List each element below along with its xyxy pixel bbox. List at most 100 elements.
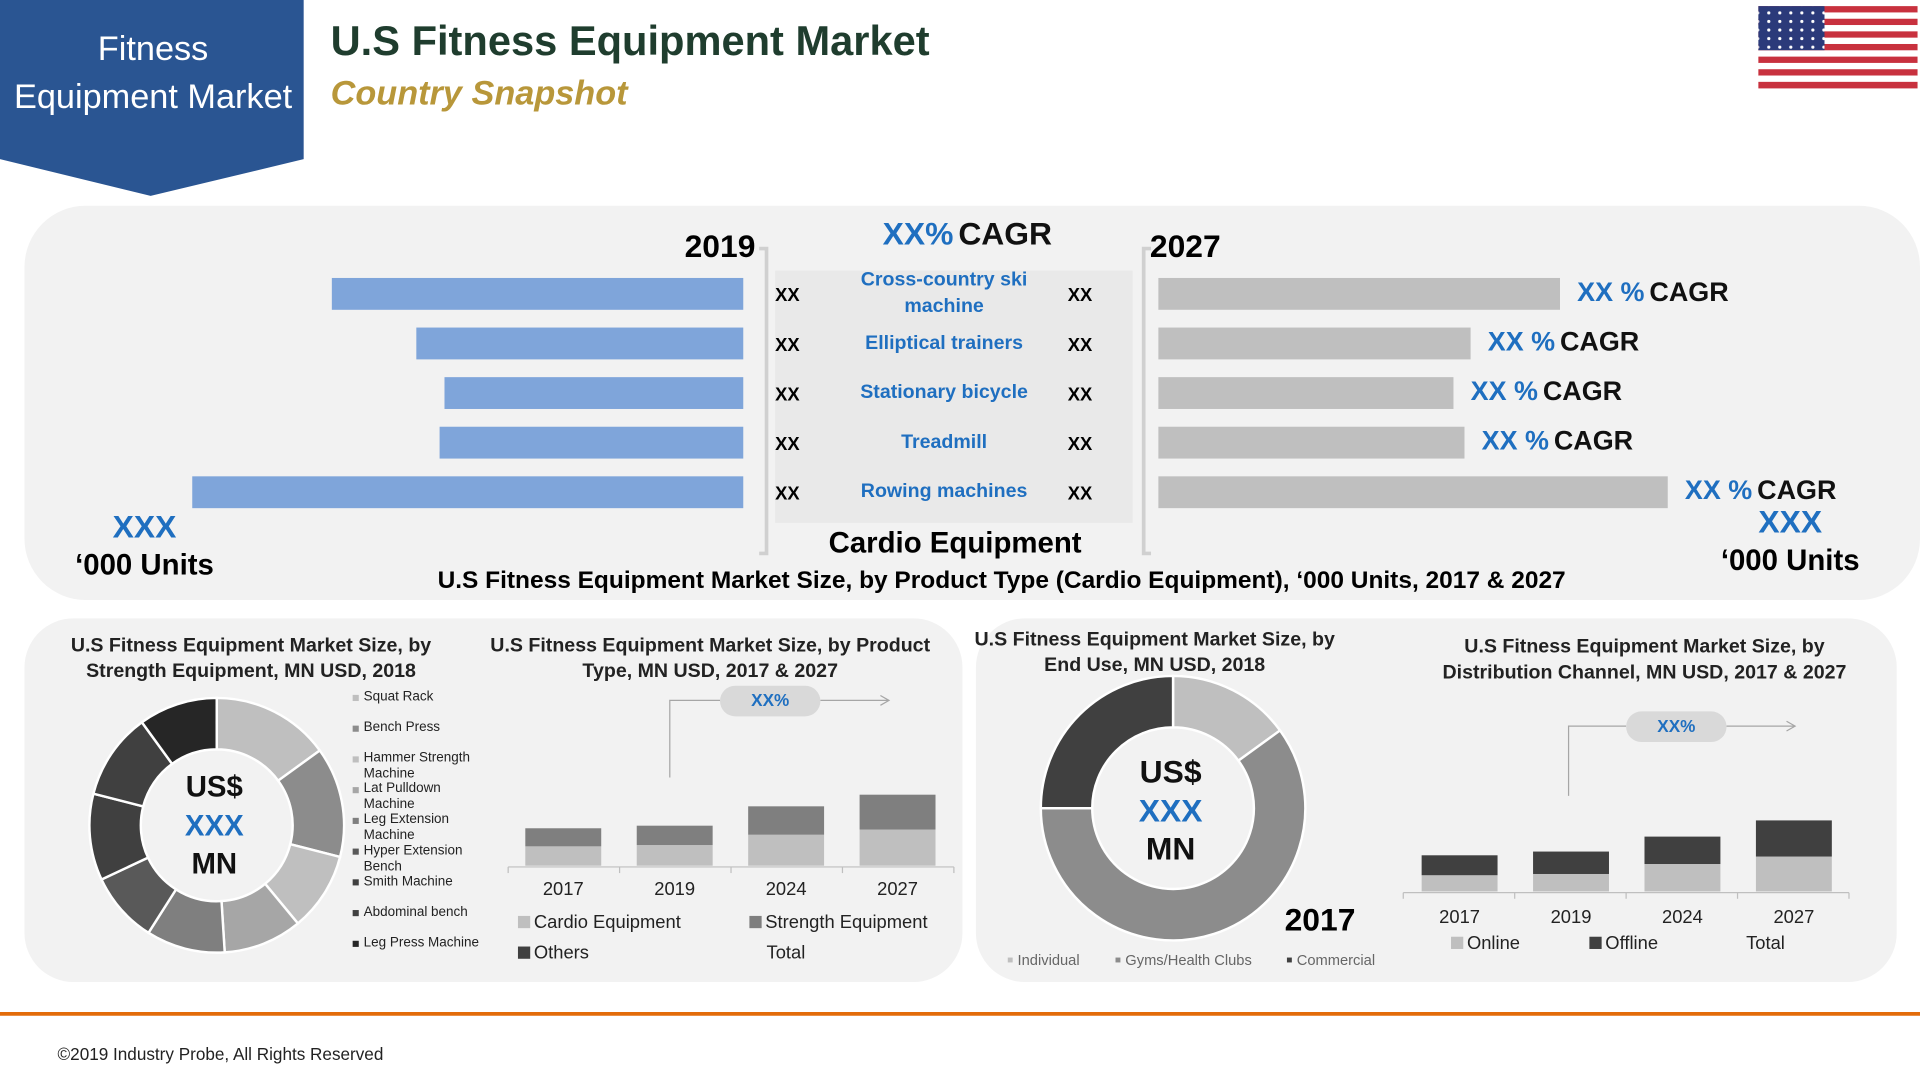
bar-segment [748, 834, 825, 866]
flag-stripe [1758, 81, 1918, 89]
bar-segment [1421, 855, 1498, 876]
legend-marker [352, 725, 359, 732]
legend-marker [749, 915, 762, 929]
category-label-box: Rowing machines [861, 481, 1028, 502]
center-title: XX% CAGR [883, 216, 1052, 252]
bar-segment [1421, 875, 1498, 892]
flag-stripe [1758, 12, 1918, 19]
legend-marker [1451, 936, 1464, 949]
flag-stripe [1758, 6, 1918, 13]
page-title: U.S Fitness Equipment Market [331, 17, 930, 64]
bar-label-rate: XX % [1488, 327, 1555, 357]
bar-label-unit: CAGR [1757, 475, 1836, 505]
legend-label: Offline [1605, 932, 1658, 953]
bar [1158, 426, 1465, 459]
bar-label-rate: XX % [1577, 277, 1644, 307]
legend-label: Hyper Extension Bench [363, 843, 463, 874]
center-value: XX [1068, 284, 1093, 305]
flag-stripe [1758, 43, 1918, 51]
legend-label-box: Bench Press [364, 720, 440, 735]
bar [1158, 277, 1560, 310]
bracket [759, 246, 769, 556]
category-label-box: Treadmill [901, 431, 988, 453]
legend-label-box: Hammer Strength Machine [364, 751, 470, 782]
legend-label: Leg Extension Machine [363, 812, 450, 843]
legend-label: Individual [1018, 953, 1080, 969]
legend-label: Gyms/Health Clubs [1125, 953, 1252, 969]
annotation-pill [1626, 711, 1727, 743]
donut-slice [1039, 674, 1175, 810]
annotation-arrow [1726, 720, 1797, 732]
bar [439, 426, 744, 459]
bar [1158, 476, 1668, 509]
bar [1158, 327, 1471, 360]
x-tick-label: 2024 [766, 878, 807, 899]
bar-segment [636, 825, 713, 846]
center-label: Cardio Equipment [829, 527, 1082, 560]
legend-label-box: Hyper Extension Bench [363, 843, 463, 874]
donut-slice [140, 696, 218, 766]
legend-marker [352, 694, 359, 702]
bar [416, 327, 744, 360]
center-value: XX [775, 433, 800, 454]
total: XXX [113, 508, 177, 544]
bar-label-unit: CAGR [1543, 376, 1622, 406]
flag-stars [1758, 6, 1825, 51]
legend-label: Strength Equipment [765, 911, 927, 932]
category-label-box: Elliptical trainers [865, 332, 1024, 354]
chart-title-box: U.S Fitness Equipment Market Size, by St… [70, 635, 432, 683]
bar-segment [1533, 873, 1609, 892]
us-flag [1758, 6, 1918, 89]
x-tick-label: 2027 [1773, 906, 1814, 927]
badge-text-box: Fitness Equipment Market [13, 29, 293, 116]
donut-slice [1039, 728, 1307, 942]
legend-label: Cardio Equipment [534, 911, 681, 932]
bar-label-rate: XX % [1685, 475, 1752, 505]
x-tick-label: 2019 [1551, 906, 1592, 927]
legend-marker [352, 848, 359, 855]
annotation-line [1567, 725, 1627, 796]
annotation-arrow [820, 694, 891, 706]
legend-marker [517, 946, 531, 959]
center-value: XX [775, 334, 800, 355]
badge-text: Fitness Equipment Market [13, 29, 293, 116]
legend-marker [352, 817, 359, 824]
category-label: Stationary bicycle [860, 382, 1028, 403]
bar-label-rate: XX % [1482, 426, 1549, 456]
center-text: MN [1146, 830, 1196, 866]
annotation-text: XX% [751, 690, 789, 710]
chart-title: U.S Fitness Equipment Market Size, by En… [974, 629, 1335, 676]
bar [444, 377, 744, 409]
legend-label-box: Leg Extension Machine [363, 812, 450, 843]
bar-label: XX % CAGR [1471, 376, 1623, 406]
x-tick-label: 2027 [877, 878, 918, 899]
year-label: 2017 [1285, 901, 1356, 937]
bar [1158, 377, 1454, 409]
bar-label: XX % CAGR [1685, 475, 1837, 505]
legend-marker [352, 910, 359, 917]
bar-label-unit: CAGR [1554, 426, 1633, 456]
annotation-pill [720, 685, 821, 717]
legend-label: Total [767, 942, 806, 963]
series-name: 2027 [1150, 228, 1221, 264]
bar-label-unit: CAGR [1649, 277, 1728, 307]
chart-title: U.S Fitness Equipment Market Size, by St… [70, 635, 432, 683]
page-subtitle: Country Snapshot [331, 75, 630, 113]
legend-label: Abdominal bench [363, 904, 468, 920]
x-tick-label: 2017 [543, 878, 584, 899]
bar-segment [525, 828, 602, 847]
total-unit: ‘000 Units [75, 549, 214, 582]
category-label: Elliptical trainers [865, 332, 1024, 354]
legend-marker [352, 940, 359, 947]
x-tick-label: 2017 [1439, 906, 1480, 927]
flag-stripe [1758, 56, 1918, 64]
chart-title-box: U.S Fitness Equipment Market Size, by En… [974, 629, 1335, 676]
legend-label-box: Lat Pulldown Machine [364, 782, 441, 813]
bar-segment [748, 806, 825, 835]
bar-segment [1644, 836, 1721, 865]
bar-segment [1755, 856, 1832, 892]
chart-title: U.S Fitness Equipment Market Size, by Pr… [438, 567, 1566, 594]
category-label: Treadmill [901, 431, 988, 453]
